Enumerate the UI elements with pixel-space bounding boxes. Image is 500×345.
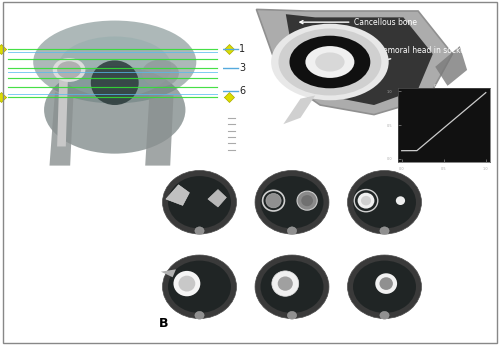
Text: 1: 1	[230, 234, 235, 243]
Ellipse shape	[353, 176, 416, 228]
Text: A: A	[12, 151, 22, 164]
Circle shape	[376, 273, 397, 294]
Text: 4: 4	[230, 318, 235, 327]
Circle shape	[297, 191, 317, 210]
Text: Femoral head in socket: Femoral head in socket	[368, 46, 468, 65]
Circle shape	[266, 194, 281, 208]
Circle shape	[53, 58, 86, 82]
Ellipse shape	[44, 66, 186, 154]
Ellipse shape	[33, 21, 196, 104]
Ellipse shape	[380, 227, 389, 235]
Circle shape	[278, 29, 382, 96]
Circle shape	[142, 60, 179, 87]
Polygon shape	[57, 76, 68, 147]
Ellipse shape	[288, 311, 296, 319]
Circle shape	[315, 52, 344, 71]
Circle shape	[278, 276, 293, 291]
Polygon shape	[145, 92, 174, 166]
Polygon shape	[284, 96, 315, 124]
Text: 3: 3	[240, 63, 246, 73]
Polygon shape	[166, 185, 190, 205]
Ellipse shape	[348, 255, 422, 318]
Polygon shape	[208, 189, 227, 207]
Polygon shape	[435, 46, 467, 86]
Circle shape	[306, 46, 354, 78]
Circle shape	[361, 196, 371, 205]
Text: Cancellous bone: Cancellous bone	[300, 18, 418, 27]
Ellipse shape	[162, 255, 236, 318]
Polygon shape	[50, 92, 74, 166]
Text: 1: 1	[240, 44, 246, 54]
Circle shape	[57, 61, 81, 79]
Circle shape	[178, 276, 196, 292]
Polygon shape	[256, 9, 452, 115]
Circle shape	[174, 271, 201, 296]
Circle shape	[272, 271, 298, 296]
Ellipse shape	[168, 260, 231, 313]
Circle shape	[271, 24, 388, 100]
Text: 5: 5	[323, 318, 328, 327]
Circle shape	[358, 193, 374, 209]
Ellipse shape	[380, 311, 389, 319]
Ellipse shape	[168, 176, 231, 228]
Ellipse shape	[195, 311, 204, 319]
Ellipse shape	[195, 227, 204, 235]
Polygon shape	[404, 102, 423, 121]
Text: B: B	[159, 317, 168, 330]
Ellipse shape	[255, 255, 329, 318]
Circle shape	[380, 277, 393, 290]
Ellipse shape	[255, 170, 329, 234]
Circle shape	[396, 196, 405, 205]
Title: CT Naton: CT Naton	[434, 83, 453, 88]
Polygon shape	[286, 14, 433, 105]
Text: C: C	[256, 151, 266, 164]
Ellipse shape	[288, 227, 296, 235]
Text: 6: 6	[240, 86, 246, 96]
Circle shape	[290, 36, 370, 88]
Text: Cortical bone: Cortical bone	[288, 121, 339, 145]
Text: 2: 2	[323, 234, 328, 243]
Text: 6: 6	[415, 318, 420, 327]
Polygon shape	[161, 269, 176, 277]
Ellipse shape	[348, 170, 422, 234]
Ellipse shape	[260, 260, 324, 313]
Ellipse shape	[260, 176, 324, 228]
Ellipse shape	[58, 37, 172, 97]
Circle shape	[301, 195, 313, 206]
Text: 3: 3	[415, 234, 420, 243]
Ellipse shape	[91, 60, 138, 105]
Ellipse shape	[162, 170, 236, 234]
Ellipse shape	[353, 260, 416, 313]
